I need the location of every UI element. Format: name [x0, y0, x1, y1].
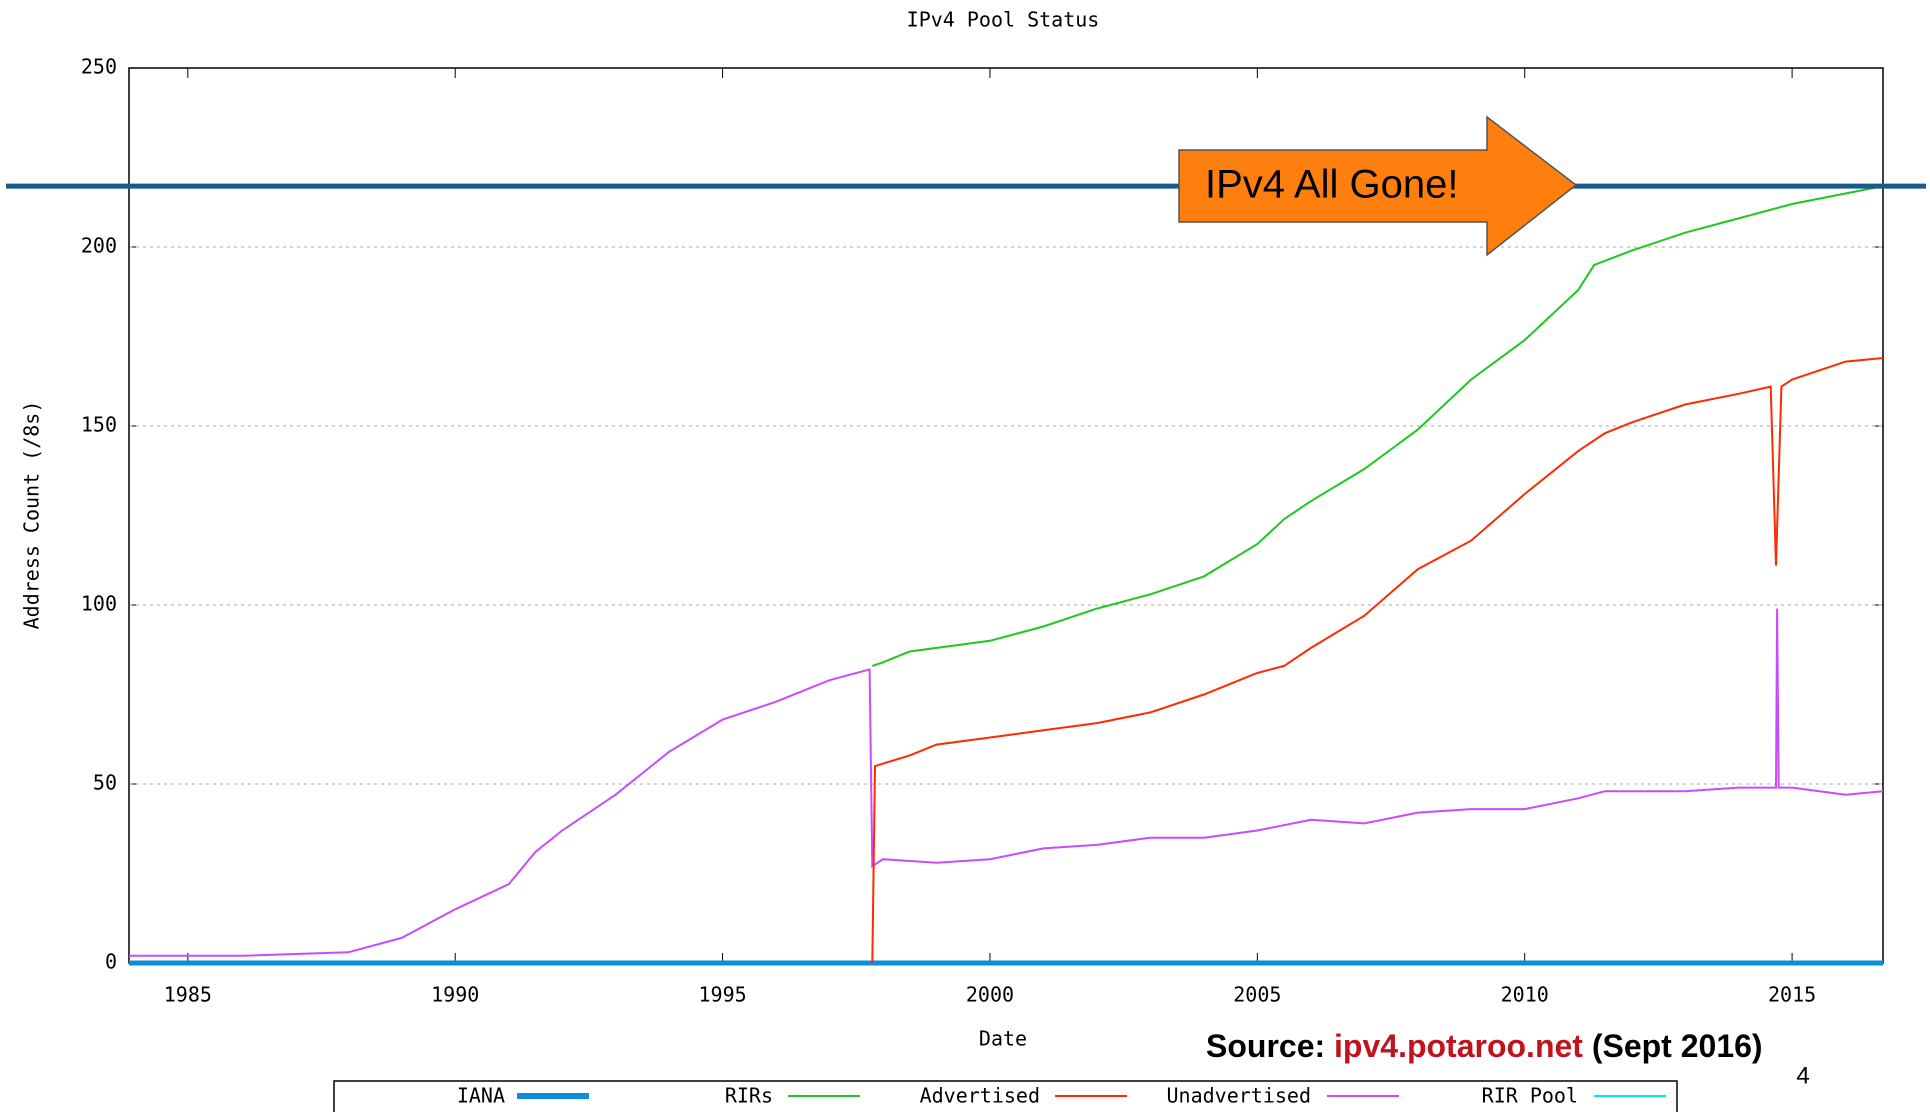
legend-label: Unadvertised — [1167, 1084, 1312, 1108]
source-date: (Sept 2016) — [1592, 1028, 1763, 1064]
y-tick-label: 50 — [93, 771, 117, 795]
x-tick-label: 2005 — [1233, 983, 1281, 1007]
chart-title: IPv4 Pool Status — [907, 8, 1100, 32]
annotation-text: IPv4 All Gone! — [1205, 163, 1458, 207]
x-tick-label: 2015 — [1768, 983, 1816, 1007]
legend-label: Advertised — [920, 1084, 1040, 1108]
source-label: Source: — [1206, 1028, 1325, 1064]
series-line — [129, 608, 1884, 957]
x-tick-label: 1990 — [431, 983, 479, 1007]
legend-box — [333, 1080, 1678, 1112]
legend-label: IANA — [457, 1084, 505, 1108]
page-number: 4 — [1796, 1062, 1809, 1089]
x-tick-label: 2000 — [966, 983, 1014, 1007]
legend-label: RIRs — [725, 1084, 773, 1108]
x-axis-label: Date — [979, 1027, 1027, 1051]
y-axis-label: Address Count (/8s) — [20, 401, 44, 630]
series-line — [871, 185, 1884, 667]
annotation-arrow — [1178, 115, 1578, 257]
legend-label: RIR Pool — [1482, 1084, 1578, 1108]
x-tick-label: 1985 — [164, 983, 212, 1007]
y-tick-label: 100 — [81, 592, 117, 616]
y-tick-label: 250 — [81, 55, 117, 79]
source-note: Source: ipv4.potaroo.net (Sept 2016) — [1206, 1028, 1763, 1064]
source-link: ipv4.potaroo.net — [1334, 1028, 1583, 1064]
x-tick-label: 1995 — [698, 983, 746, 1007]
x-tick-label: 2010 — [1501, 983, 1549, 1007]
y-tick-label: 0 — [105, 950, 117, 974]
series-line — [871, 357, 1884, 964]
y-tick-label: 200 — [81, 234, 117, 258]
y-tick-label: 150 — [81, 413, 117, 437]
